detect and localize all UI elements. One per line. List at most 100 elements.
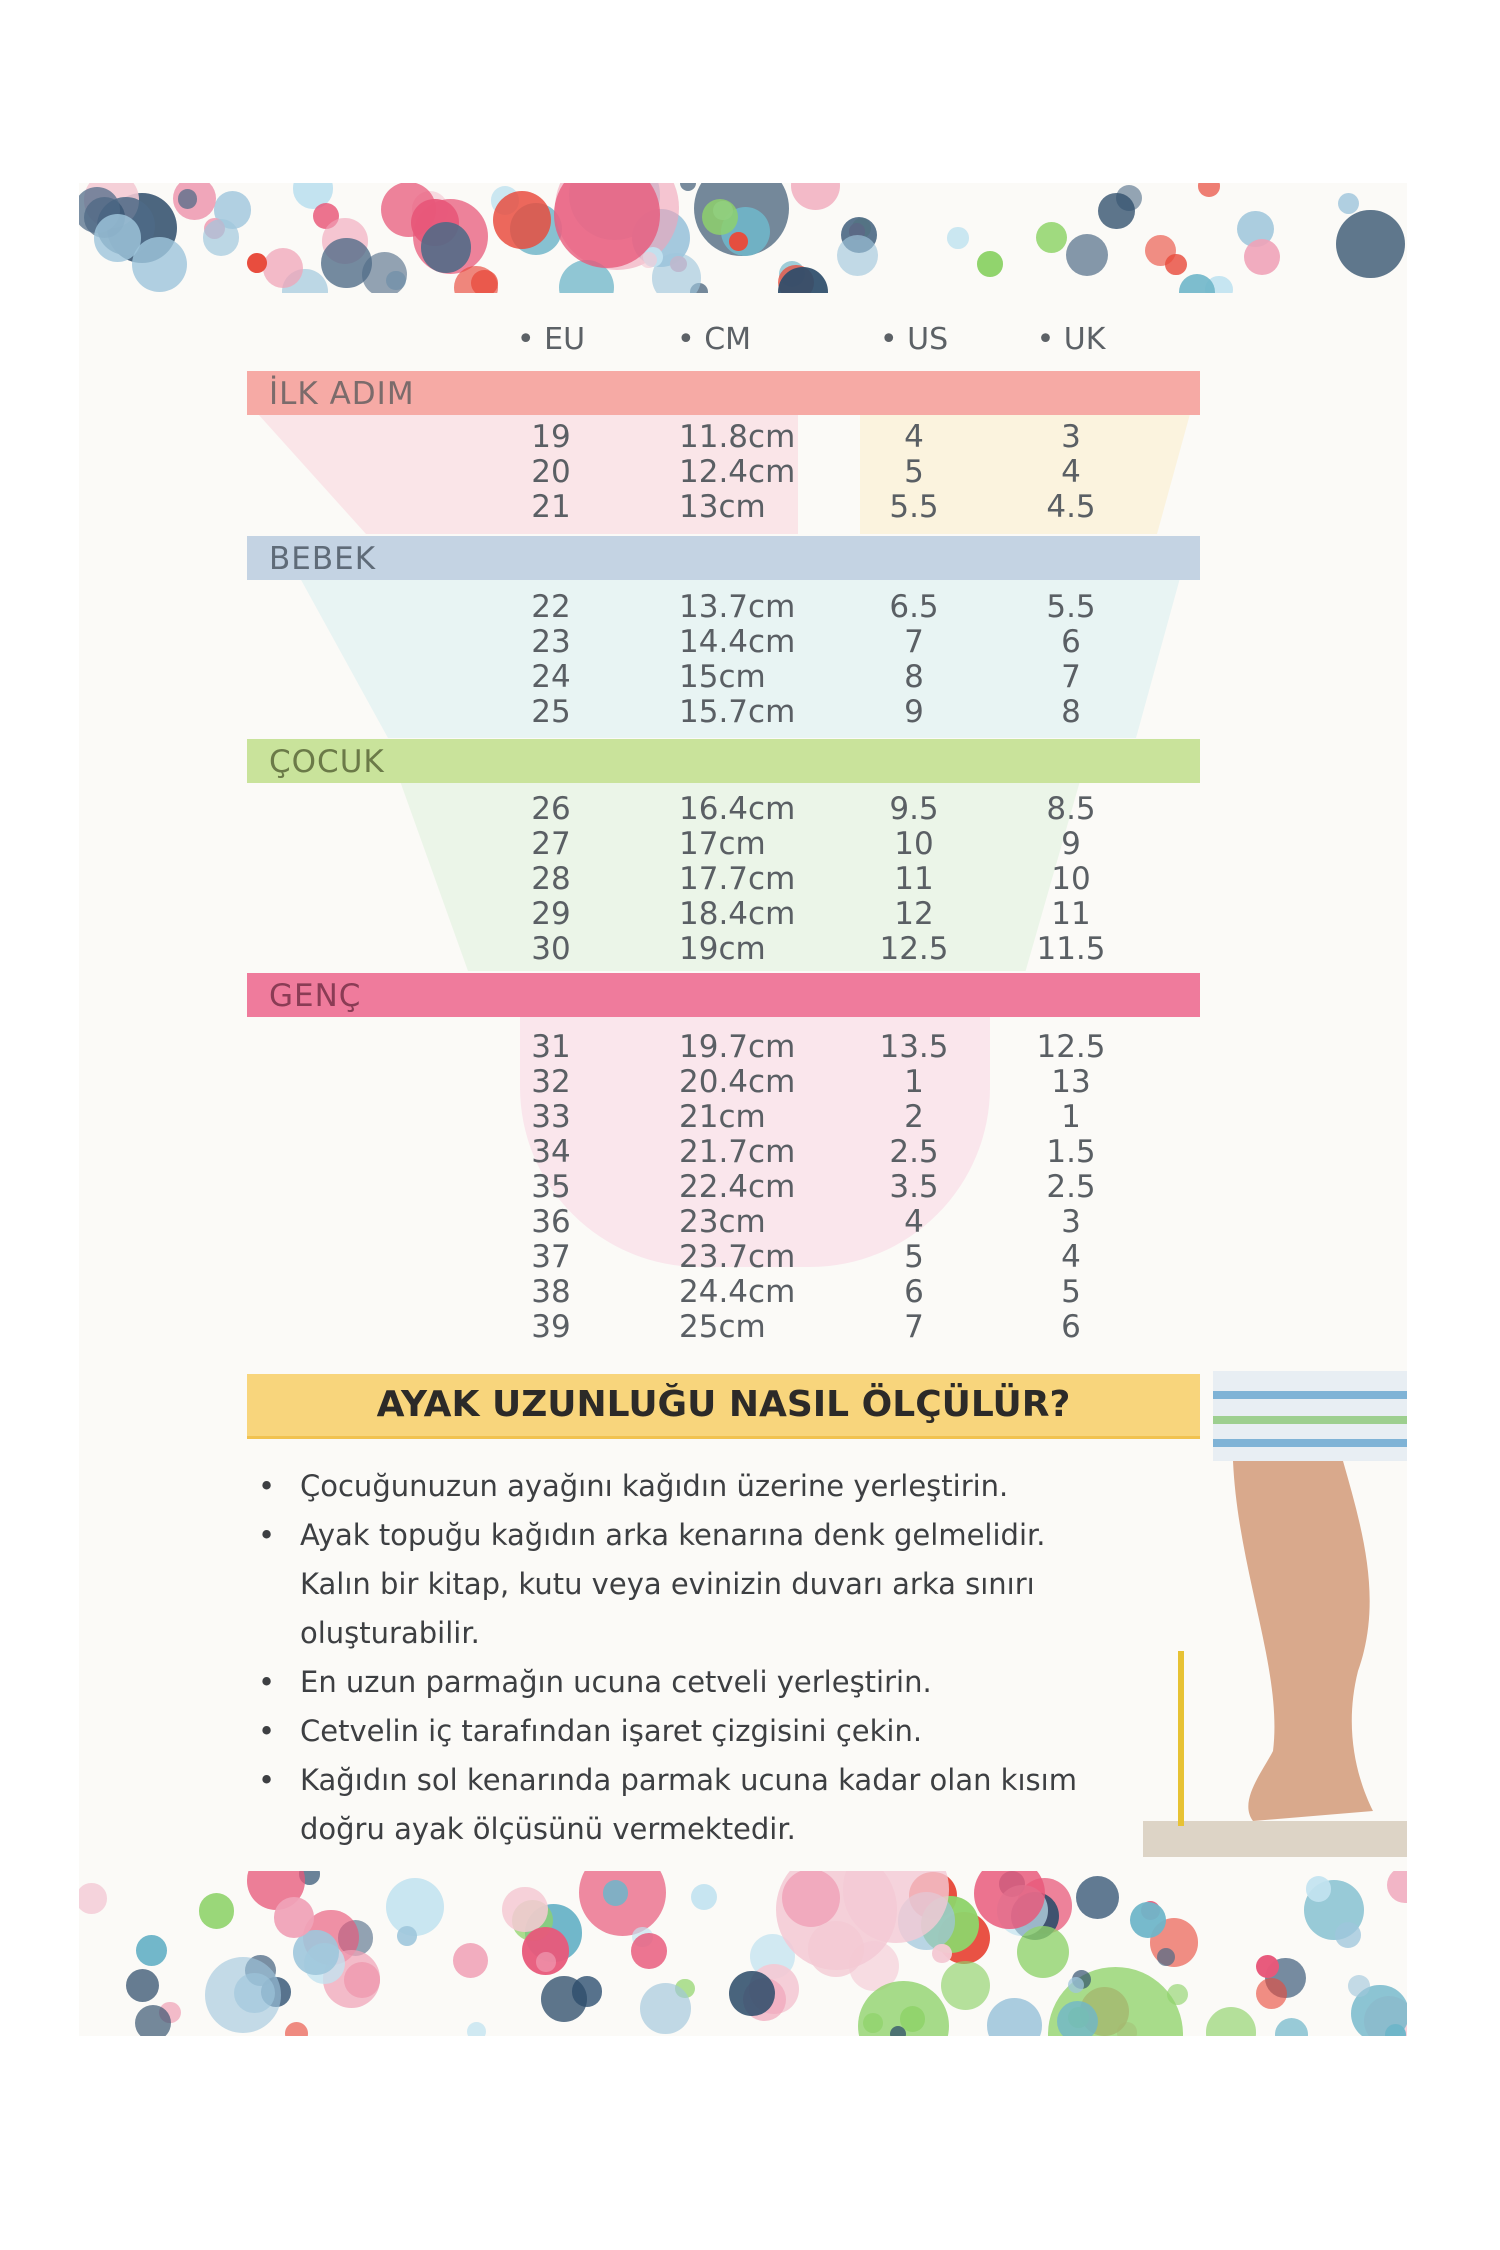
size-cell-us: 6 [904, 1274, 924, 1310]
decorative-dot [492, 190, 552, 250]
column-header-label: UK [1063, 322, 1106, 357]
decorative-dot [131, 236, 188, 293]
section-bar: GENÇ [247, 973, 1200, 1017]
size-cell-us: 12 [894, 896, 934, 932]
decorative-dot [973, 1871, 1045, 1930]
section-label: ÇOCUK [269, 744, 385, 780]
size-cell-eu: 39 [531, 1309, 571, 1345]
decorative-dot [203, 219, 240, 256]
column-header-cm: • CM [676, 322, 752, 357]
size-cell-cm: 13.7cm [679, 589, 796, 625]
decorative-dot [380, 183, 436, 238]
size-cell-cm: 20.4cm [679, 1064, 796, 1100]
size-cell-us: 3.5 [889, 1169, 939, 1205]
decorative-dot [247, 252, 267, 273]
decorative-dot [293, 1929, 340, 1976]
size-cell-uk: 9 [1061, 826, 1081, 862]
decorative-dot [385, 1877, 444, 1936]
decorative-dot [1348, 1975, 1371, 1997]
size-cell-eu: 24 [531, 659, 571, 695]
size-cell-us: 4 [904, 1204, 924, 1240]
background-shape [300, 578, 1180, 738]
size-cell-cm: 22.4cm [679, 1169, 796, 1205]
decorative-dot [1065, 233, 1109, 277]
decorative-dot [1076, 1876, 1120, 1920]
size-cell-eu: 31 [531, 1029, 571, 1065]
decorative-dot [690, 1883, 718, 1910]
size-cell-eu: 26 [531, 791, 571, 827]
size-cell-eu: 21 [531, 489, 571, 525]
decorative-dot [536, 1952, 556, 1972]
size-cell-cm: 17.7cm [679, 861, 796, 897]
decorative-dot [947, 227, 969, 249]
howto-title: AYAK UZUNLUĞU NASIL ÖLÇÜLÜR? [376, 1384, 1071, 1425]
size-cell-eu: 32 [531, 1064, 571, 1100]
size-cell-us: 11 [894, 861, 934, 897]
decorative-dot [1255, 1977, 1287, 2009]
decorative-dots-bottom [79, 1871, 1407, 2036]
size-cell-cm: 24.4cm [679, 1274, 796, 1310]
size-cell-cm: 15.7cm [679, 694, 796, 730]
size-cell-uk: 5 [1061, 1274, 1081, 1310]
decorative-dot [1198, 183, 1221, 197]
howto-text: doğru ayak ölçüsünü vermektedir. [300, 1812, 796, 1846]
decorative-dot [1387, 1871, 1407, 1904]
section-label: GENÇ [269, 978, 362, 1014]
size-cell-eu: 33 [531, 1099, 571, 1135]
size-cell-eu: 27 [531, 826, 571, 862]
column-header-eu: • EU [516, 322, 586, 357]
decorative-dot [729, 232, 748, 251]
decorative-dot [808, 1921, 864, 1977]
size-cell-us: 1 [904, 1064, 924, 1100]
size-cell-cm: 19cm [679, 931, 766, 967]
size-cell-eu: 37 [531, 1239, 571, 1275]
decorative-dot [453, 265, 498, 293]
decorative-dot [136, 1935, 167, 1966]
size-cell-uk: 4.5 [1046, 489, 1096, 525]
bullet-icon: • [258, 1518, 276, 1552]
size-cell-uk: 5.5 [1046, 589, 1096, 625]
howto-text: Çocuğunuzun ayağını kağıdın üzerine yerl… [300, 1469, 1009, 1503]
bullet-icon: • [258, 1469, 276, 1503]
howto-title-bar: AYAK UZUNLUĞU NASIL ÖLÇÜLÜR? [247, 1374, 1200, 1439]
baby-foot-measurement-image [1143, 1371, 1407, 1857]
howto-text: Kalın bir kitap, kutu veya evinizin duva… [300, 1567, 1035, 1601]
size-cell-us: 5 [904, 1239, 924, 1275]
column-header-label: EU [544, 322, 586, 357]
decorative-dot [1335, 1921, 1362, 1948]
decorative-dot [631, 1933, 668, 1969]
size-cell-us: 4 [904, 419, 924, 455]
size-cell-uk: 4 [1061, 1239, 1081, 1275]
decorative-dot [453, 1943, 489, 1979]
size-cell-cm: 21cm [679, 1099, 766, 1135]
size-cell-eu: 29 [531, 896, 571, 932]
decorative-dots-top [79, 183, 1407, 293]
decorative-dot [273, 1897, 315, 1938]
decorative-dot [1056, 2000, 1098, 2036]
size-cell-eu: 23 [531, 624, 571, 660]
size-cell-cm: 23cm [679, 1204, 766, 1240]
background-shape [400, 781, 1080, 971]
size-cell-us: 6.5 [889, 589, 939, 625]
size-cell-us: 9.5 [889, 791, 939, 827]
howto-text: Ayak topuğu kağıdın arka kenarına denk g… [300, 1518, 1046, 1552]
decorative-dot [1130, 1902, 1167, 1939]
size-cell-uk: 6 [1061, 624, 1081, 660]
size-cell-us: 8 [904, 659, 924, 695]
section-bar: ÇOCUK [247, 739, 1200, 783]
size-cell-us: 13.5 [879, 1029, 949, 1065]
size-cell-eu: 19 [531, 419, 571, 455]
decorative-dot [932, 1943, 953, 1964]
bullet-icon: • [258, 1714, 276, 1748]
background-shape [258, 414, 798, 534]
decorative-dot [1157, 1948, 1176, 1967]
decorative-dot [837, 235, 879, 277]
decorative-dot [321, 237, 372, 289]
size-cell-cm: 19.7cm [679, 1029, 796, 1065]
size-cell-cm: 23.7cm [679, 1239, 796, 1275]
size-cell-cm: 11.8cm [679, 419, 796, 455]
size-cell-uk: 3 [1061, 1204, 1081, 1240]
decorative-dot [729, 1971, 775, 2017]
size-cell-us: 2.5 [889, 1134, 939, 1170]
size-cell-us: 2 [904, 1099, 924, 1135]
